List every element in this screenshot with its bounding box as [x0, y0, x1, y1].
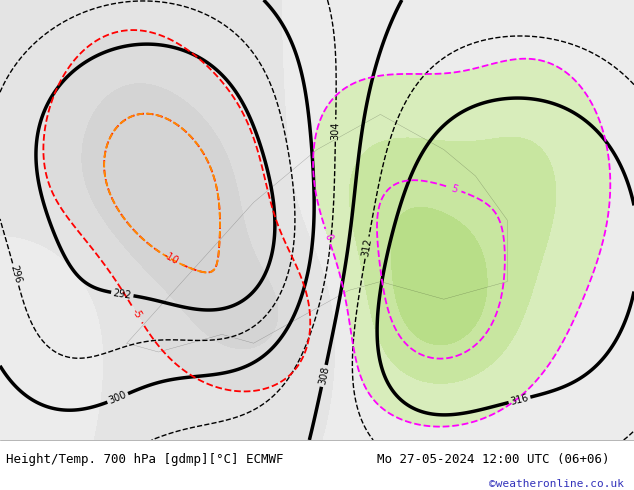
Text: 300: 300: [107, 390, 128, 406]
Text: ©weatheronline.co.uk: ©weatheronline.co.uk: [489, 479, 624, 489]
Text: 316: 316: [509, 393, 529, 407]
Text: 5: 5: [450, 183, 458, 195]
Text: 0: 0: [322, 232, 333, 241]
Text: Mo 27-05-2024 12:00 UTC (06+06): Mo 27-05-2024 12:00 UTC (06+06): [377, 452, 610, 466]
Text: -5: -5: [130, 307, 144, 321]
Text: 312: 312: [361, 238, 373, 258]
Text: 292: 292: [112, 288, 133, 300]
Text: 308: 308: [317, 366, 330, 386]
Text: 296: 296: [8, 264, 23, 284]
Text: 304: 304: [330, 121, 340, 140]
Text: Height/Temp. 700 hPa [gdmp][°C] ECMWF: Height/Temp. 700 hPa [gdmp][°C] ECMWF: [6, 452, 284, 466]
Text: -10: -10: [161, 250, 180, 267]
